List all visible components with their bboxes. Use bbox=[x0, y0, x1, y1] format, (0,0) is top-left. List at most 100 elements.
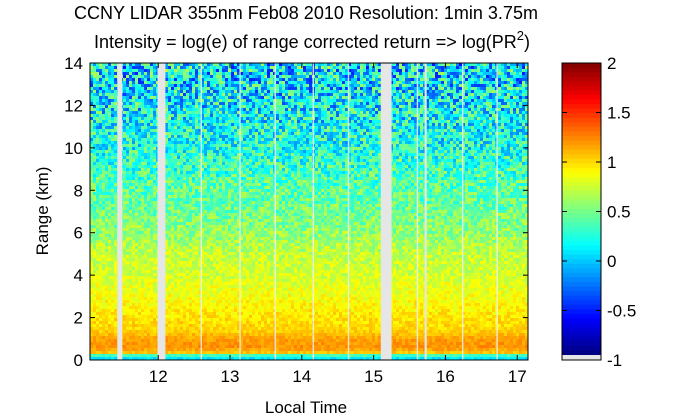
heatmap-cell bbox=[210, 162, 214, 166]
heatmap-cell bbox=[522, 123, 526, 127]
heatmap-cell bbox=[234, 69, 238, 73]
heatmap-cell bbox=[198, 105, 202, 109]
heatmap-cell bbox=[102, 75, 106, 79]
heatmap-cell bbox=[294, 69, 298, 73]
heatmap-cell bbox=[297, 63, 301, 67]
heatmap-cell bbox=[417, 159, 421, 163]
heatmap-cell bbox=[393, 117, 397, 121]
heatmap-cell bbox=[174, 141, 178, 145]
heatmap-cell bbox=[354, 78, 358, 82]
heatmap-cell bbox=[450, 129, 454, 133]
heatmap-cell bbox=[249, 72, 253, 76]
heatmap-cell bbox=[177, 84, 181, 88]
heatmap-cell bbox=[351, 135, 355, 139]
heatmap-cell bbox=[165, 153, 169, 157]
heatmap-cell bbox=[363, 111, 367, 115]
heatmap-cell bbox=[489, 81, 493, 85]
heatmap-cell bbox=[123, 102, 127, 106]
heatmap-cell bbox=[303, 123, 307, 127]
heatmap-cell bbox=[462, 135, 466, 139]
heatmap-cell bbox=[198, 87, 202, 91]
heatmap-cell bbox=[459, 84, 463, 88]
heatmap-cell bbox=[192, 120, 196, 124]
heatmap-cell bbox=[231, 87, 235, 91]
heatmap-cell bbox=[147, 105, 151, 109]
heatmap-cell bbox=[261, 105, 265, 109]
heatmap-cell bbox=[396, 159, 400, 163]
heatmap-cell bbox=[396, 93, 400, 97]
heatmap-cell bbox=[183, 111, 187, 115]
heatmap-cell bbox=[354, 123, 358, 127]
heatmap-cell bbox=[525, 105, 529, 109]
heatmap-cell bbox=[126, 141, 130, 145]
heatmap-cell bbox=[135, 126, 139, 130]
heatmap-cell bbox=[522, 129, 526, 133]
heatmap-cell bbox=[420, 162, 424, 166]
heatmap-cell bbox=[357, 93, 361, 97]
heatmap-cell bbox=[237, 75, 241, 79]
heatmap-cell bbox=[90, 138, 94, 142]
heatmap-cell bbox=[336, 117, 340, 121]
heatmap-cell bbox=[138, 123, 142, 127]
heatmap-cell bbox=[228, 87, 232, 91]
heatmap-cell bbox=[516, 150, 520, 154]
heatmap-cell bbox=[324, 120, 328, 124]
heatmap-cell bbox=[327, 126, 331, 130]
heatmap-cell bbox=[516, 84, 520, 88]
heatmap-cell bbox=[228, 132, 232, 136]
heatmap-cell bbox=[195, 129, 199, 133]
heatmap-cell bbox=[255, 117, 259, 121]
heatmap-cell bbox=[483, 120, 487, 124]
heatmap-cell bbox=[399, 123, 403, 127]
heatmap-cell bbox=[186, 96, 190, 100]
heatmap-cell bbox=[366, 78, 370, 82]
heatmap-cell bbox=[279, 126, 283, 130]
heatmap-cell bbox=[258, 69, 262, 73]
heatmap-cell bbox=[408, 153, 412, 157]
heatmap-cell bbox=[306, 111, 310, 115]
heatmap-cell bbox=[264, 150, 268, 154]
heatmap-cell bbox=[438, 111, 442, 115]
heatmap-cell bbox=[465, 87, 469, 91]
heatmap-cell bbox=[294, 66, 298, 70]
heatmap-cell bbox=[237, 84, 241, 88]
heatmap-cell bbox=[333, 117, 337, 121]
heatmap-cell bbox=[96, 87, 100, 91]
heatmap-cell bbox=[366, 66, 370, 70]
heatmap-cell bbox=[501, 135, 505, 139]
heatmap-cell bbox=[483, 114, 487, 118]
heatmap-cell bbox=[324, 99, 328, 103]
heatmap-cell bbox=[228, 75, 232, 79]
heatmap-cell bbox=[282, 147, 286, 151]
heatmap-cell bbox=[468, 129, 472, 133]
heatmap-cell bbox=[222, 153, 226, 157]
heatmap-cell bbox=[324, 105, 328, 109]
heatmap-cell bbox=[225, 153, 229, 157]
heatmap-cell bbox=[330, 129, 334, 133]
heatmap-cell bbox=[402, 84, 406, 88]
heatmap-cell bbox=[432, 108, 436, 112]
heatmap-cell bbox=[183, 141, 187, 145]
heatmap-cell bbox=[222, 129, 226, 133]
heatmap-cell bbox=[201, 69, 205, 73]
heatmap-cell bbox=[138, 66, 142, 70]
heatmap-cell bbox=[489, 93, 493, 97]
heatmap-cell bbox=[219, 84, 223, 88]
heatmap-cell bbox=[372, 135, 376, 139]
heatmap-cell bbox=[111, 159, 115, 163]
heatmap-cell bbox=[417, 150, 421, 154]
heatmap-cell bbox=[480, 84, 484, 88]
heatmap-cell bbox=[96, 129, 100, 133]
heatmap-cell bbox=[129, 156, 133, 160]
heatmap-cell bbox=[168, 72, 172, 76]
heatmap-cell bbox=[96, 159, 100, 163]
heatmap-cell bbox=[198, 96, 202, 100]
heatmap-cell bbox=[258, 81, 262, 85]
heatmap-cell bbox=[477, 162, 481, 166]
heatmap-cell bbox=[390, 114, 394, 118]
heatmap-cell bbox=[393, 81, 397, 85]
heatmap-cell bbox=[180, 150, 184, 154]
heatmap-cell bbox=[201, 150, 205, 154]
heatmap-cell bbox=[294, 87, 298, 91]
heatmap-cell bbox=[189, 93, 193, 97]
